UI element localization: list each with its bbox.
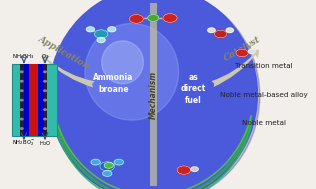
- Circle shape: [114, 159, 124, 165]
- FancyBboxPatch shape: [29, 64, 38, 136]
- Text: Transition metal: Transition metal: [235, 63, 292, 69]
- Circle shape: [44, 118, 46, 120]
- Circle shape: [21, 90, 23, 91]
- Circle shape: [100, 162, 115, 171]
- Circle shape: [86, 27, 94, 32]
- FancyBboxPatch shape: [149, 3, 157, 186]
- Circle shape: [44, 90, 46, 91]
- Circle shape: [44, 128, 46, 129]
- FancyBboxPatch shape: [24, 64, 29, 136]
- Circle shape: [21, 118, 23, 120]
- Circle shape: [21, 99, 23, 101]
- Circle shape: [44, 109, 46, 110]
- Text: $\rm O_2$: $\rm O_2$: [41, 52, 49, 61]
- Ellipse shape: [85, 23, 179, 120]
- Text: as
direct
fuel: as direct fuel: [180, 73, 206, 105]
- Circle shape: [21, 109, 23, 110]
- Circle shape: [44, 81, 46, 82]
- Circle shape: [191, 167, 198, 171]
- FancyBboxPatch shape: [12, 64, 57, 136]
- Text: $\rm NH_2BO_2^-$: $\rm NH_2BO_2^-$: [12, 139, 36, 148]
- Ellipse shape: [102, 41, 143, 84]
- Circle shape: [21, 71, 23, 73]
- Text: Noble metal-based alloy: Noble metal-based alloy: [220, 91, 307, 98]
- Circle shape: [21, 81, 23, 82]
- Circle shape: [248, 49, 255, 53]
- Circle shape: [215, 30, 227, 38]
- Circle shape: [104, 163, 113, 168]
- Ellipse shape: [49, 0, 258, 189]
- Ellipse shape: [52, 0, 260, 189]
- Text: Ammonia
broane: Ammonia broane: [93, 73, 134, 94]
- Text: $\rm NH_3BH_3$: $\rm NH_3BH_3$: [12, 52, 35, 61]
- Circle shape: [91, 159, 100, 165]
- Text: Application: Application: [37, 35, 92, 71]
- Circle shape: [21, 128, 23, 129]
- Text: $\rm H_2O$: $\rm H_2O$: [39, 139, 51, 148]
- FancyBboxPatch shape: [38, 64, 44, 136]
- Circle shape: [226, 28, 234, 33]
- Text: Mechanism: Mechanism: [149, 70, 158, 119]
- FancyBboxPatch shape: [44, 64, 47, 136]
- Circle shape: [148, 15, 159, 21]
- Circle shape: [97, 38, 105, 43]
- Circle shape: [94, 30, 108, 38]
- Circle shape: [177, 166, 191, 174]
- Circle shape: [103, 171, 112, 176]
- Text: Catalyst: Catalyst: [222, 35, 262, 63]
- Circle shape: [108, 27, 116, 32]
- Circle shape: [44, 71, 46, 73]
- Circle shape: [236, 49, 248, 57]
- Circle shape: [44, 99, 46, 101]
- Circle shape: [208, 28, 215, 33]
- FancyBboxPatch shape: [20, 64, 24, 136]
- Text: Noble metal: Noble metal: [241, 120, 286, 126]
- Circle shape: [129, 15, 143, 23]
- Circle shape: [163, 14, 177, 22]
